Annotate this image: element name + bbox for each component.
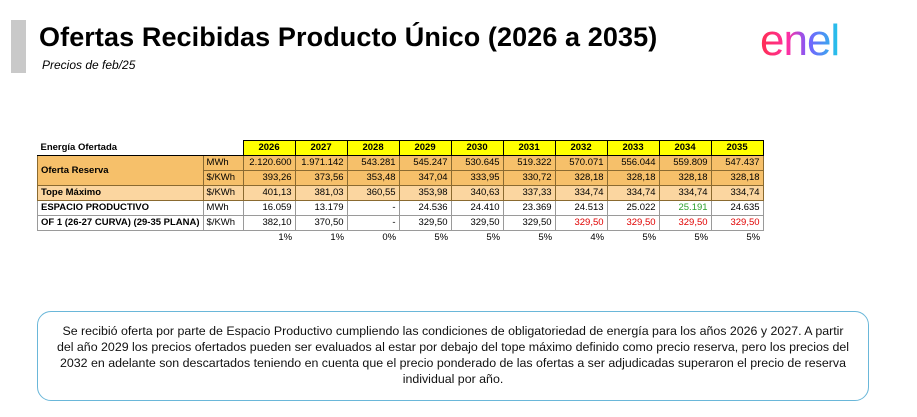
value-cell: 329,50 <box>398 215 452 231</box>
year-cell: 2032 <box>554 140 608 156</box>
percentage-cell: 1% <box>278 232 293 243</box>
enel-logo: enel <box>760 17 840 63</box>
value-cell: 329,50 <box>658 215 712 231</box>
value-cell: 353,98 <box>398 185 452 201</box>
value-cell: 334,74 <box>606 185 660 201</box>
percentage-cell: 5% <box>434 232 449 243</box>
value-cell: - <box>346 200 400 216</box>
value-cell: 360,55 <box>346 185 400 201</box>
value-cell: 13.179 <box>294 200 348 216</box>
tope-maximo-row: Tope Máximo $/KWh 401,13 381,03 360,55 3… <box>37 185 764 201</box>
percentage-cell: 0% <box>382 232 397 243</box>
tope-maximo-label: Tope Máximo <box>37 185 204 201</box>
note-text: Se recibió oferta por parte de Espacio P… <box>56 324 850 386</box>
unit-cell: MWh <box>202 200 244 216</box>
offer-description-label: OF 1 (26-27 CURVA) (29-35 PLANA) <box>37 215 204 231</box>
value-cell: - <box>346 215 400 231</box>
espacio-productivo-kwh-row: OF 1 (26-27 CURVA) (29-35 PLANA) $/KWh 3… <box>37 215 764 231</box>
offers-table: Energía Ofertada 2026 2027 2028 2029 203… <box>37 140 764 245</box>
percentage-row: 1% 1% 0% 5% 5% 5% 4% 5% 5% 5% <box>38 231 764 246</box>
value-cell: 401,13 <box>242 185 296 201</box>
svg-text:enel: enel <box>760 17 839 63</box>
year-cell: 2033 <box>606 140 660 156</box>
value-cell: 373,56 <box>294 170 348 186</box>
espacio-productivo-label: ESPACIO PRODUCTIVO <box>37 200 204 216</box>
value-cell: 329,50 <box>606 215 660 231</box>
value-cell: 2.120.600 <box>242 155 296 171</box>
value-cell: 340,63 <box>450 185 504 201</box>
value-cell: 16.059 <box>242 200 296 216</box>
year-cell: 2031 <box>502 140 556 156</box>
unit-cell: $/KWh <box>202 215 244 231</box>
percentage-cell: 1% <box>330 232 345 243</box>
year-cell: 2027 <box>294 140 348 156</box>
value-cell: 370,50 <box>294 215 348 231</box>
unit-cell: MWh <box>202 155 244 171</box>
value-cell: 329,50 <box>710 215 764 231</box>
oferta-reserva-mwh-row: Oferta Reserva MWh 2.120.600 1.971.142 5… <box>37 155 764 186</box>
espacio-productivo-mwh-row: ESPACIO PRODUCTIVO MWh 16.059 13.179 - 2… <box>37 200 764 216</box>
value-cell: 381,03 <box>294 185 348 201</box>
value-cell: 329,50 <box>554 215 608 231</box>
percentage-cell: 5% <box>694 232 709 243</box>
value-cell: 347,04 <box>398 170 452 186</box>
year-cell: 2026 <box>242 140 296 156</box>
value-cell: 328,18 <box>658 170 712 186</box>
note-box: Se recibió oferta por parte de Espacio P… <box>37 311 869 401</box>
value-cell: 1.971.142 <box>294 155 348 171</box>
percentage-cell: 5% <box>642 232 657 243</box>
value-cell: 530.645 <box>450 155 504 171</box>
value-cell: 328,18 <box>710 170 764 186</box>
unit-cell: $/KWh <box>202 185 244 201</box>
value-cell: 25.191 <box>658 200 712 216</box>
value-cell: 337,33 <box>502 185 556 201</box>
value-cell: 556.044 <box>606 155 660 171</box>
value-cell: 23.369 <box>502 200 556 216</box>
percentage-cell: 5% <box>746 232 761 243</box>
value-cell: 353,48 <box>346 170 400 186</box>
percentage-cell: 4% <box>590 232 605 243</box>
value-cell: 519.322 <box>502 155 556 171</box>
percentage-cell: 5% <box>538 232 553 243</box>
value-cell: 24.635 <box>710 200 764 216</box>
value-cell: 330,72 <box>502 170 556 186</box>
value-cell: 328,18 <box>554 170 608 186</box>
page-subtitle: Precios de feb/25 <box>42 58 136 72</box>
value-cell: 24.513 <box>554 200 608 216</box>
value-cell: 393,26 <box>242 170 296 186</box>
value-cell: 559.809 <box>658 155 712 171</box>
value-cell: 333,95 <box>450 170 504 186</box>
year-cell: 2030 <box>450 140 504 156</box>
year-cell: 2028 <box>346 140 400 156</box>
year-cell: 2035 <box>710 140 764 156</box>
value-cell: 543.281 <box>346 155 400 171</box>
year-header-row: Energía Ofertada 2026 2027 2028 2029 203… <box>37 140 764 156</box>
value-cell: 25.022 <box>606 200 660 216</box>
value-cell: 334,74 <box>658 185 712 201</box>
value-cell: 334,74 <box>554 185 608 201</box>
energy-offered-label: Energía Ofertada <box>37 140 244 156</box>
value-cell: 545.247 <box>398 155 452 171</box>
percentage-cell: 5% <box>486 232 501 243</box>
value-cell: 334,74 <box>710 185 764 201</box>
year-cell: 2029 <box>398 140 452 156</box>
value-cell: 24.410 <box>450 200 504 216</box>
value-cell: 570.071 <box>554 155 608 171</box>
page-title: Ofertas Recibidas Producto Único (2026 a… <box>39 22 658 52</box>
value-cell: 328,18 <box>606 170 660 186</box>
spacer-cell <box>203 231 243 246</box>
value-cell: 329,50 <box>450 215 504 231</box>
value-cell: 382,10 <box>242 215 296 231</box>
oferta-reserva-label: Oferta Reserva <box>37 155 204 186</box>
spacer-cell <box>38 231 204 246</box>
unit-cell: $/KWh <box>202 170 244 186</box>
value-cell: 547.437 <box>710 155 764 171</box>
year-cell: 2034 <box>658 140 712 156</box>
accent-bar <box>11 20 26 73</box>
value-cell: 329,50 <box>502 215 556 231</box>
value-cell: 24.536 <box>398 200 452 216</box>
